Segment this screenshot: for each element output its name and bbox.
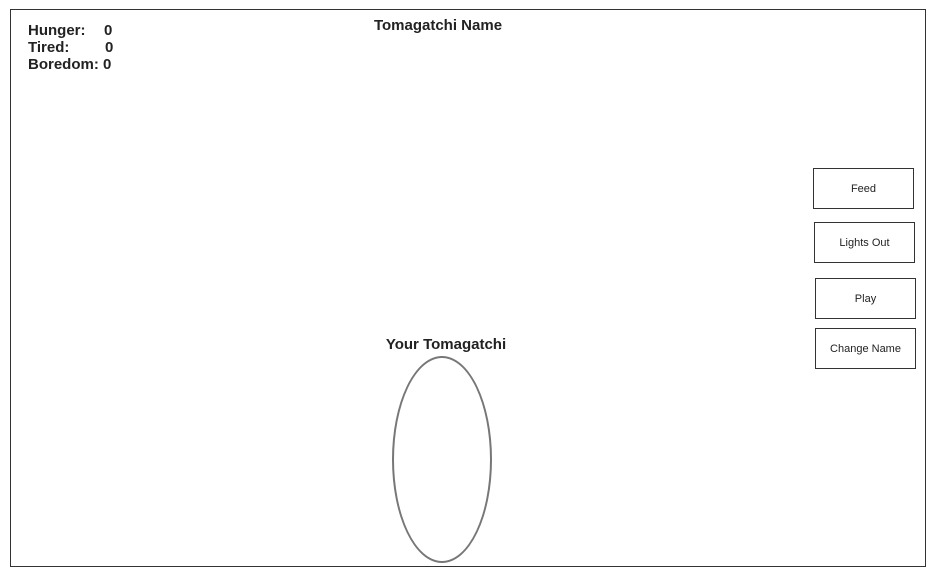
your-tomagatchi-title: Your Tomagatchi bbox=[385, 336, 507, 353]
stat-tired-label: Tired: bbox=[28, 39, 70, 56]
stat-hunger-label: Hunger: bbox=[28, 22, 86, 39]
change-name-button[interactable]: Change Name bbox=[815, 328, 916, 369]
stat-boredom-value: 0 bbox=[103, 56, 112, 73]
stat-boredom-label: Boredom: bbox=[28, 56, 99, 73]
lights-out-button[interactable]: Lights Out bbox=[814, 222, 915, 263]
stat-boredom: Boredom: 0 bbox=[28, 56, 113, 73]
stats-panel: Hunger: 0 Tired: 0 Boredom: 0 bbox=[28, 22, 113, 73]
stat-tired: Tired: 0 bbox=[28, 39, 113, 56]
tomagatchi-pet-shape bbox=[392, 356, 492, 563]
feed-button[interactable]: Feed bbox=[813, 168, 914, 209]
app-frame bbox=[10, 9, 926, 567]
stat-hunger-value: 0 bbox=[104, 22, 113, 39]
stat-tired-value: 0 bbox=[105, 39, 114, 56]
play-button[interactable]: Play bbox=[815, 278, 916, 319]
stat-hunger: Hunger: 0 bbox=[28, 22, 113, 39]
tomagatchi-name-title: Tomagatchi Name bbox=[373, 17, 503, 34]
